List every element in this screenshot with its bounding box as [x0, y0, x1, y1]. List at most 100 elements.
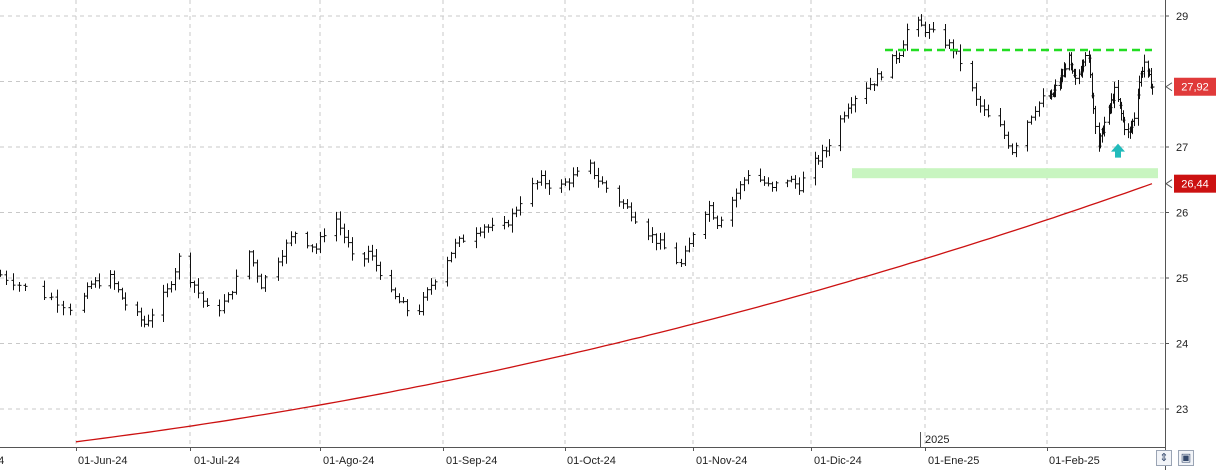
- ohlc-bar: [1102, 116, 1107, 137]
- ohlc-bar: [276, 257, 281, 281]
- ohlc-bar: [1132, 112, 1137, 127]
- ohlc-bar: [322, 228, 327, 243]
- ohlc-bar: [875, 68, 880, 87]
- ohlc-bar: [139, 307, 144, 327]
- ohlc-bar: [1093, 105, 1098, 134]
- ohlc-bar: [334, 211, 339, 242]
- ohlc-bar: [1073, 68, 1078, 85]
- ohlc-bar: [982, 99, 987, 116]
- x-tick-label: 01-Dic-24: [814, 455, 862, 467]
- ohlc-bar: [346, 229, 351, 248]
- ohlc-bar: [461, 234, 466, 243]
- ohlc-bar: [588, 159, 593, 175]
- ohlc-bar: [986, 104, 991, 118]
- ohlc-bar: [1142, 54, 1147, 78]
- last-price-tag-pointer: [1165, 82, 1173, 92]
- x-tick-label: 01-Oct-24: [567, 455, 616, 467]
- ohlc-bar: [259, 273, 264, 290]
- moving-average-layer: [75, 183, 1153, 443]
- x-tick-label: 01-Feb-25: [1049, 455, 1100, 467]
- ohlc-bar: [571, 167, 576, 188]
- support-band-layer: [852, 168, 1158, 179]
- ohlc-bar: [1112, 81, 1117, 109]
- ohlc-bar: [715, 215, 720, 230]
- ohlc-bar: [280, 250, 285, 267]
- ohlc-bar: [633, 211, 638, 224]
- price-bars-layer: [0, 14, 1155, 328]
- ohlc-bar: [429, 278, 434, 295]
- ohlc-bar: [490, 217, 495, 232]
- moving-average-line: [75, 183, 1153, 443]
- ohlc-bar: [284, 239, 289, 264]
- ohlc-bar: [150, 308, 155, 328]
- ohlc-bar: [816, 154, 821, 165]
- ohlc-bar: [827, 139, 832, 157]
- ohlc-bar: [401, 296, 406, 304]
- ohlc-bar: [61, 300, 66, 316]
- ohlc-bar: [842, 111, 847, 123]
- moving-average-tag-box: [1174, 174, 1216, 193]
- ohlc-bar: [742, 177, 747, 192]
- ohlc-bar: [366, 245, 371, 263]
- signal-arrow-icon: [1111, 143, 1125, 158]
- ohlc-bar: [474, 227, 479, 249]
- ohlc-bar: [135, 301, 140, 316]
- ohlc-bar: [116, 281, 121, 293]
- ohlc-bar: [11, 273, 16, 291]
- ohlc-bar: [234, 269, 239, 295]
- ohlc-bar: [0, 269, 3, 277]
- ohlc-bar: [165, 283, 170, 298]
- ohlc-bar: [785, 179, 790, 188]
- ohlc-bar: [813, 151, 818, 186]
- ohlc-bar: [188, 252, 193, 288]
- ohlc-bar: [730, 196, 735, 227]
- ohlc-bar: [49, 292, 54, 301]
- ohlc-bar: [85, 282, 90, 299]
- ohlc-bar: [482, 224, 487, 239]
- ohlc-bar: [514, 206, 519, 218]
- ohlc-bar: [947, 39, 952, 50]
- last-price-tag: 27,92: [1165, 77, 1216, 96]
- ohlc-bar: [1116, 79, 1121, 103]
- moving-average-tag-text: 26,44: [1181, 179, 1209, 191]
- ohlc-bar: [535, 180, 540, 190]
- ohlc-bar: [824, 146, 829, 158]
- ohlc-bar: [691, 232, 696, 248]
- overlay-layer: [885, 48, 1152, 158]
- ohlc-bar: [1091, 92, 1096, 114]
- y-tick-label: 24: [1176, 339, 1188, 351]
- ohlc-bar: [393, 287, 398, 300]
- ohlc-bar: [801, 171, 806, 193]
- ohlc-bar: [1063, 63, 1068, 78]
- ohlc-bar: [42, 280, 47, 300]
- ohlc-bar: [905, 23, 910, 51]
- x-tick-label: 01-Nov-24: [696, 455, 747, 467]
- ohlc-bar: [820, 144, 825, 168]
- ohlc-bar: [177, 253, 182, 280]
- x-tick-label: 01-Jul-24: [194, 455, 240, 467]
- ohlc-bar: [230, 290, 235, 300]
- ohlc-bar: [1029, 115, 1034, 125]
- moving-average-tag-pointer: [1165, 179, 1173, 189]
- ohlc-bar: [592, 161, 597, 180]
- ohlc-bar: [55, 289, 60, 313]
- moving-average-tag: 26,44: [1165, 174, 1216, 193]
- ohlc-bar: [196, 278, 201, 299]
- chevron-up-down-icon[interactable]: ⇕: [1156, 450, 1172, 466]
- ohlc-bar: [853, 95, 858, 113]
- save-icon[interactable]: ▣: [1178, 450, 1194, 466]
- ohlc-bar: [205, 298, 210, 307]
- ohlc-bar: [797, 177, 802, 195]
- ohlc-bar: [662, 232, 667, 250]
- ohlc-bar: [849, 97, 854, 114]
- ohlc-bar: [687, 237, 692, 253]
- ohlc-bar: [417, 304, 422, 315]
- ohlc-bar: [679, 258, 684, 267]
- ohlc-bar: [766, 177, 771, 187]
- ohlc-bar: [974, 82, 979, 106]
- ohlc-bar: [629, 202, 634, 222]
- ohlc-bar: [846, 103, 851, 119]
- ohlc-bar: [658, 233, 663, 250]
